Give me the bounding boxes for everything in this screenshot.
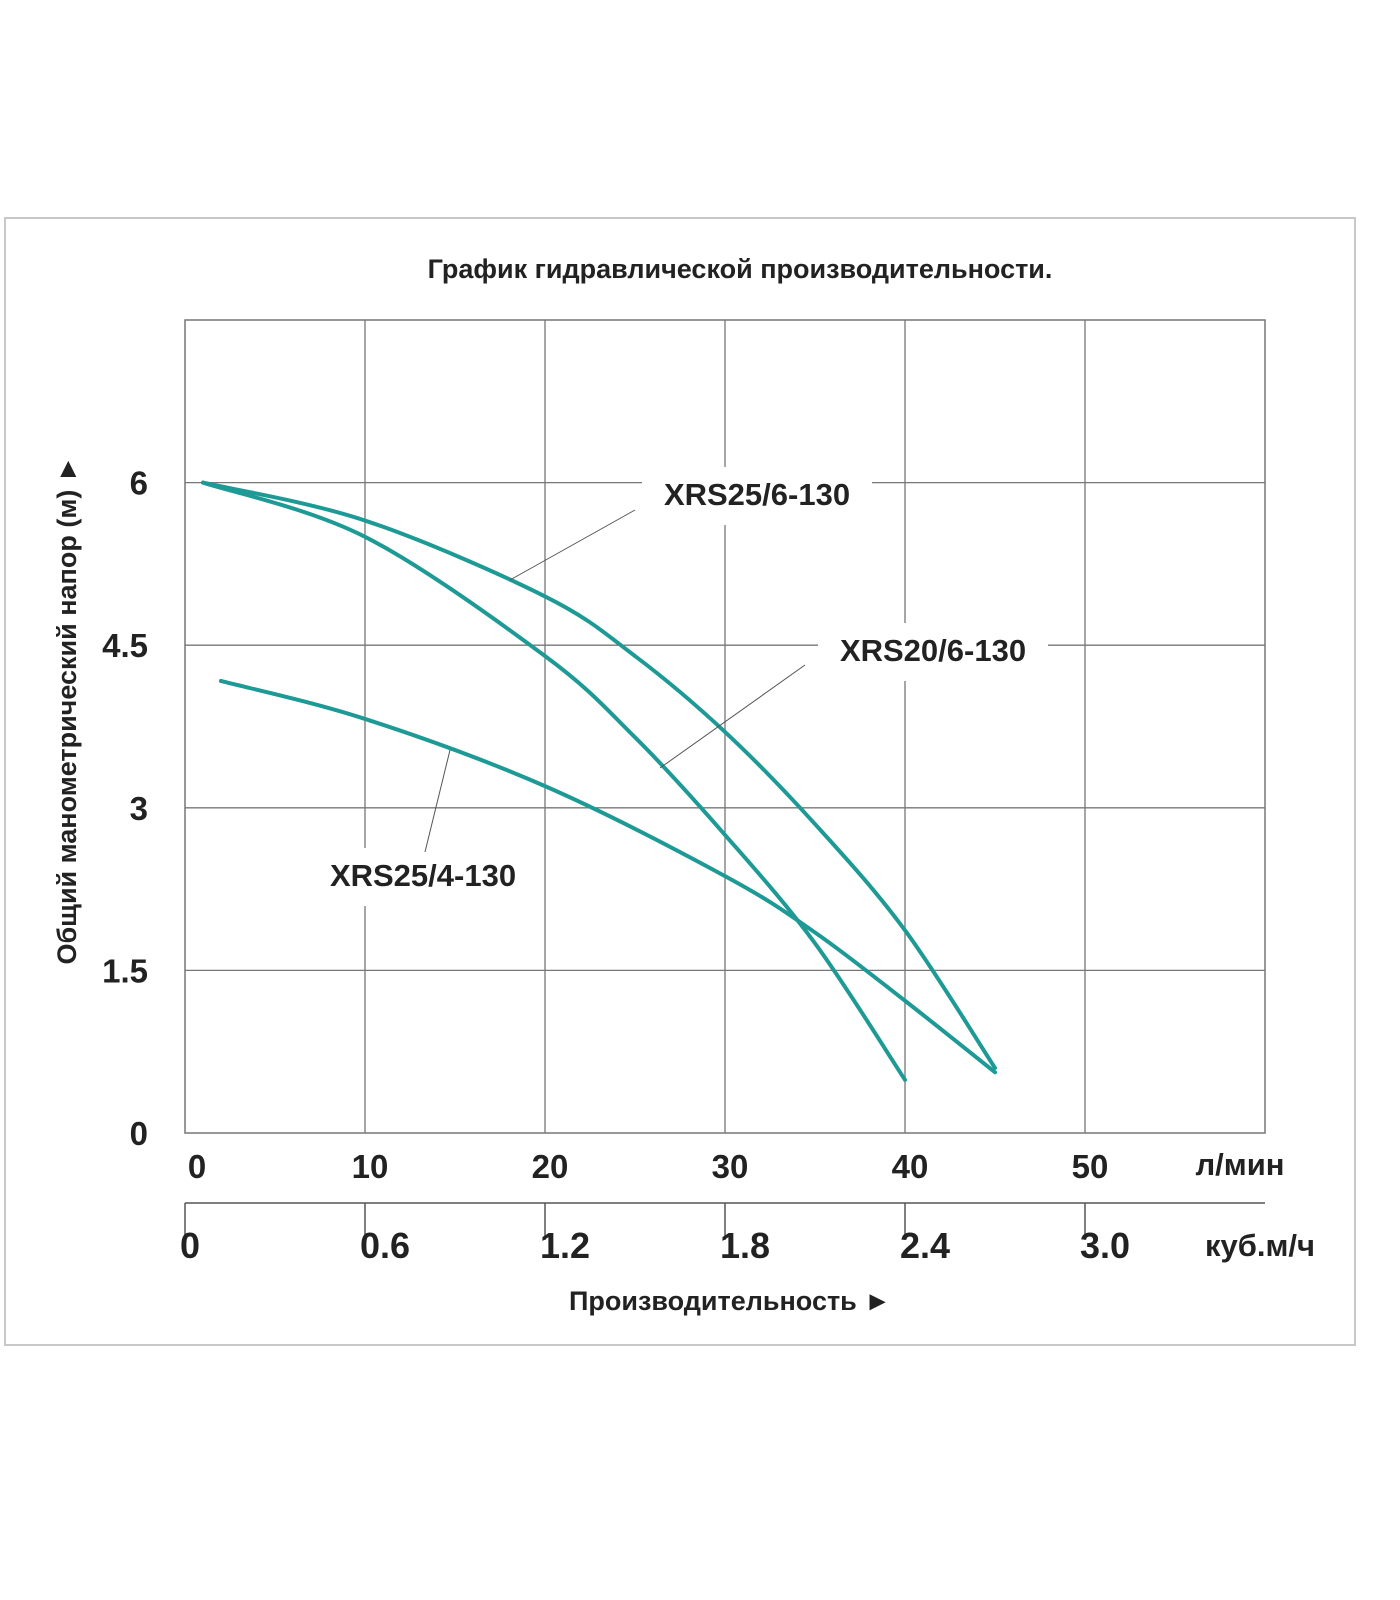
x2-tick-label: 0.6 (360, 1225, 410, 1266)
leader-line (509, 509, 636, 581)
y-tick-label: 1.5 (102, 952, 148, 989)
series-label: XRS25/4-130 (330, 858, 516, 893)
series-label: XRS20/6-130 (840, 633, 1026, 668)
chart-title: График гидравлической производительности… (428, 254, 1053, 284)
leader-line (424, 749, 451, 853)
series-label: XRS25/6-130 (664, 477, 850, 512)
x-tick-label: 10 (352, 1148, 389, 1185)
x-unit-label: л/мин (1195, 1147, 1284, 1182)
x-axis-label: Производительность ► (569, 1286, 891, 1316)
series-line-xrs20-6-130 (201, 480, 907, 1082)
y-tick-label: 6 (130, 465, 148, 502)
x-tick-label: 30 (712, 1148, 749, 1185)
x-tick-label: 20 (532, 1148, 569, 1185)
x2-tick-label: 3.0 (1080, 1225, 1130, 1266)
series-label-bg (642, 467, 872, 525)
x-tick-label: 0 (188, 1148, 206, 1185)
x2-tick-label: 1.2 (540, 1225, 590, 1266)
x2-tick-label: 0 (180, 1225, 200, 1266)
chart-frame (4, 217, 1356, 1346)
x2-tick-label: 2.4 (900, 1225, 950, 1266)
y-tick-label: 4.5 (102, 627, 148, 664)
y-tick-label: 0 (130, 1115, 148, 1152)
series-line-xrs25-6-130 (201, 480, 997, 1070)
leader-line (659, 664, 806, 769)
x-tick-label: 50 (1072, 1148, 1109, 1185)
y-tick-label: 3 (130, 790, 148, 827)
series-line-xrs25-4-130 (219, 678, 997, 1075)
series-label-bg (308, 848, 538, 906)
series-label-bg (818, 623, 1048, 681)
x2-tick-label: 1.8 (720, 1225, 770, 1266)
y-axis-label: Общий манометрический напор (м) ► (52, 455, 82, 964)
x-tick-label: 40 (892, 1148, 929, 1185)
x2-unit-label: куб.м/ч (1205, 1228, 1315, 1263)
